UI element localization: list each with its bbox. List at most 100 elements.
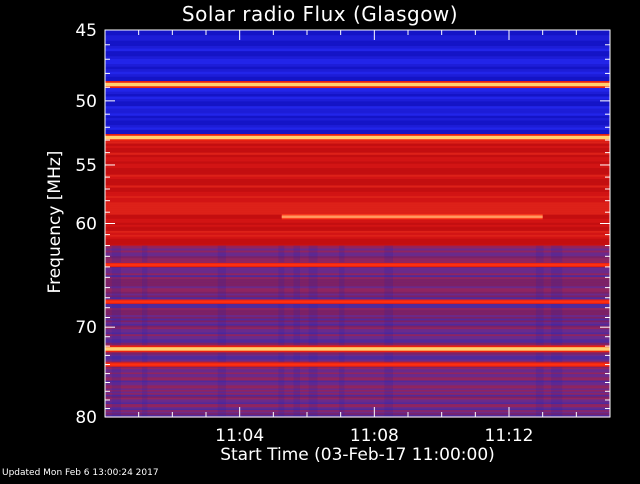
texture-stripe xyxy=(105,361,610,363)
texture-stripe xyxy=(105,388,610,391)
texture-stripe xyxy=(105,311,610,314)
texture-stripe xyxy=(105,304,610,307)
plot-area xyxy=(105,30,610,418)
chart-title: Solar radio Flux (Glasgow) xyxy=(181,2,459,26)
texture-stripe xyxy=(105,208,610,211)
texture-stripe xyxy=(105,64,610,67)
texture-stripe xyxy=(105,397,610,400)
texture-stripe xyxy=(105,370,610,373)
texture-stripe xyxy=(105,344,610,347)
texture-stripe xyxy=(105,106,610,109)
texture-stripe xyxy=(105,246,610,249)
texture-stripe xyxy=(105,94,610,97)
texture-stripe xyxy=(105,120,610,123)
texture-stripe xyxy=(105,152,610,155)
texture-stripe xyxy=(105,76,610,80)
x-tick-label: 11:04 xyxy=(215,426,264,446)
texture-stripe xyxy=(105,258,610,261)
texture-stripe xyxy=(105,356,610,358)
texture-stripe xyxy=(105,96,610,99)
texture-stripe xyxy=(105,252,610,255)
texture-stripe xyxy=(105,210,610,213)
texture-stripe xyxy=(105,56,610,59)
texture-column xyxy=(551,245,563,417)
texture-stripe xyxy=(105,254,610,257)
texture-stripe xyxy=(105,320,610,323)
texture-stripe xyxy=(105,332,610,335)
texture-stripe xyxy=(105,51,610,54)
texture-stripe xyxy=(105,280,610,283)
texture-stripe xyxy=(105,250,610,253)
texture-stripe xyxy=(105,148,610,151)
texture-stripe xyxy=(105,341,610,343)
texture-stripe xyxy=(105,394,610,397)
texture-stripe xyxy=(105,383,610,386)
texture-stripe xyxy=(105,404,610,406)
texture-column xyxy=(338,245,345,417)
texture-stripe xyxy=(105,32,610,36)
texture-stripe xyxy=(105,132,610,135)
texture-column xyxy=(142,245,148,417)
texture-stripe xyxy=(105,354,610,357)
texture-stripe xyxy=(105,30,610,33)
x-tick-label: 11:08 xyxy=(350,426,399,446)
texture-stripe xyxy=(105,284,610,287)
texture-stripe xyxy=(105,218,610,221)
texture-stripe xyxy=(105,198,610,201)
texture-stripe xyxy=(105,157,610,160)
y-tick-label: 80 xyxy=(75,408,97,428)
y-tick-label: 45 xyxy=(75,21,97,41)
texture-stripe xyxy=(105,181,610,184)
texture-stripe xyxy=(105,212,610,215)
texture-stripe xyxy=(105,204,610,207)
texture-stripe xyxy=(105,297,610,300)
texture-stripe xyxy=(105,71,610,75)
texture-stripe xyxy=(105,390,610,392)
texture-stripe xyxy=(105,309,610,312)
texture-stripe xyxy=(105,226,610,229)
texture-stripe xyxy=(105,222,610,225)
texture-stripe xyxy=(105,318,610,321)
texture-stripe xyxy=(105,165,610,169)
texture-stripe xyxy=(105,242,610,245)
texture-stripe xyxy=(105,273,610,276)
texture-stripe xyxy=(105,260,610,263)
texture-stripe xyxy=(105,386,610,389)
y-tick-label: 60 xyxy=(75,215,97,235)
texture-stripe xyxy=(105,374,610,376)
texture-stripe xyxy=(105,43,610,46)
updated-timestamp: Updated Mon Feb 6 13:00:24 2017 xyxy=(2,468,159,478)
texture-stripe xyxy=(105,271,610,274)
texture-stripe xyxy=(105,129,610,133)
texture-stripe xyxy=(105,230,610,233)
texture-stripe xyxy=(105,61,610,65)
texture-stripe xyxy=(105,174,610,177)
texture-stripe xyxy=(105,369,610,371)
y-tick-label: 70 xyxy=(75,318,97,338)
texture-stripe xyxy=(105,396,610,398)
texture-stripe xyxy=(105,323,610,326)
texture-stripe xyxy=(105,291,610,294)
texture-stripe xyxy=(105,248,610,251)
texture-stripe xyxy=(105,159,610,162)
texture-column xyxy=(308,245,318,417)
texture-stripe xyxy=(105,335,610,338)
texture-stripe xyxy=(105,342,610,345)
x-tick-label: 11:12 xyxy=(485,426,534,446)
texture-stripe xyxy=(105,118,610,121)
texture-stripe xyxy=(105,141,610,144)
texture-stripe xyxy=(105,316,610,319)
texture-column xyxy=(293,245,300,417)
texture-stripe xyxy=(105,402,610,405)
x-axis-label: Start Time (03-Feb-17 11:00:00) xyxy=(220,445,495,465)
texture-stripe xyxy=(105,238,610,241)
texture-stripe xyxy=(105,176,610,180)
texture-column xyxy=(111,245,122,417)
texture-stripe xyxy=(105,408,610,411)
persistent-band xyxy=(105,263,610,266)
texture-stripe xyxy=(105,38,610,41)
texture-stripe xyxy=(105,288,610,291)
texture-stripe xyxy=(105,413,610,415)
texture-stripe xyxy=(105,322,610,324)
